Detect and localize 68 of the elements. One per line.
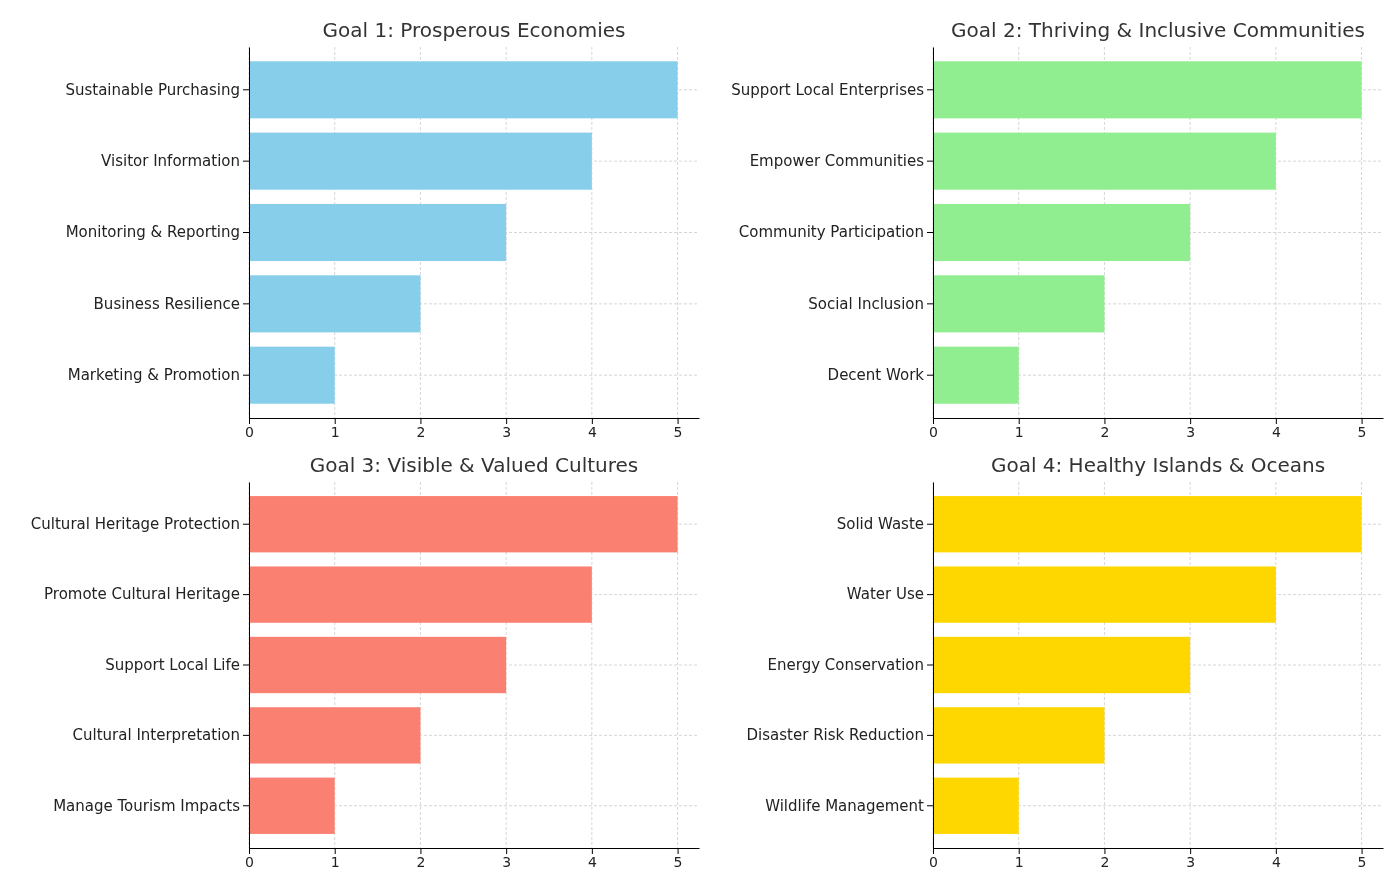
y-tick-label: Support Local Enterprises (731, 80, 925, 99)
y-tick-label: Visitor Information (101, 151, 240, 170)
chart-title: Goal 3: Visible & Valued Cultures (309, 453, 639, 477)
y-tick-label: Decent Work (827, 365, 925, 384)
y-tick-label: Disaster Risk Reduction (746, 726, 924, 745)
x-tick-label: 0 (929, 853, 938, 870)
y-tick-label: Community Participation (738, 223, 924, 242)
x-tick-label: 1 (1014, 853, 1024, 870)
y-tick-label: Social Inclusion (808, 294, 924, 313)
x-tick-label: 4 (587, 853, 597, 870)
bar (249, 777, 335, 834)
y-tick-label: Cultural Heritage Protection (30, 515, 240, 534)
bar (933, 203, 1191, 262)
y-tick-label: Support Local Life (105, 655, 240, 674)
bar (933, 496, 1362, 553)
x-tick-label: 5 (1357, 423, 1367, 440)
y-tick-label: Empower Communities (749, 151, 925, 170)
x-tick-label: 4 (1271, 423, 1281, 440)
x-tick-label: 5 (673, 423, 683, 440)
bar (249, 636, 507, 694)
bar (249, 61, 678, 119)
bar (933, 346, 1019, 404)
bar (249, 275, 421, 333)
x-tick-label: 2 (1100, 423, 1110, 440)
bar (933, 132, 1276, 190)
y-tick-label: Cultural Interpretation (72, 726, 240, 745)
bar (933, 61, 1362, 119)
x-tick-label: 3 (502, 853, 512, 870)
y-tick-label: Monitoring & Reporting (65, 223, 240, 242)
bar (249, 132, 592, 190)
x-tick-label: 3 (1186, 853, 1196, 870)
x-tick-label: 0 (929, 423, 938, 440)
y-tick-label: Marketing & Promotion (67, 365, 240, 384)
bar (933, 707, 1105, 764)
bar (249, 496, 678, 553)
x-tick-label: 1 (1014, 423, 1024, 440)
y-tick-label: Manage Tourism Impacts (53, 796, 241, 815)
x-tick-label: 0 (245, 853, 254, 870)
chart-title: Goal 4: Healthy Islands & Oceans (990, 453, 1326, 477)
bar (933, 777, 1019, 834)
x-tick-label: 0 (245, 423, 254, 440)
chart-title: Goal 1: Prosperous Economies (322, 18, 626, 42)
y-tick-label: Water Use (846, 585, 924, 604)
bar (249, 346, 335, 404)
x-tick-label: 2 (416, 423, 426, 440)
bar (249, 566, 592, 623)
y-tick-label: Energy Conservation (767, 655, 924, 674)
bar (933, 636, 1191, 694)
x-tick-label: 2 (1100, 853, 1110, 870)
x-tick-label: 4 (1271, 853, 1281, 870)
bar (249, 707, 421, 764)
x-tick-label: 5 (673, 853, 683, 870)
x-tick-label: 2 (416, 853, 426, 870)
x-tick-label: 3 (1186, 423, 1196, 440)
y-tick-label: Wildlife Management (765, 796, 925, 815)
chart-title: Goal 2: Thriving & Inclusive Communities (951, 18, 1365, 42)
y-tick-label: Business Resilience (93, 294, 240, 313)
bar (933, 566, 1276, 623)
bar (933, 275, 1105, 333)
x-tick-label: 1 (330, 423, 340, 440)
x-tick-label: 3 (502, 423, 512, 440)
x-tick-label: 4 (587, 423, 597, 440)
x-tick-label: 5 (1357, 853, 1367, 870)
bar (249, 203, 507, 262)
x-tick-label: 1 (330, 853, 340, 870)
y-tick-label: Promote Cultural Heritage (44, 585, 240, 604)
y-tick-label: Solid Waste (836, 515, 924, 534)
y-tick-label: Sustainable Purchasing (65, 80, 240, 99)
